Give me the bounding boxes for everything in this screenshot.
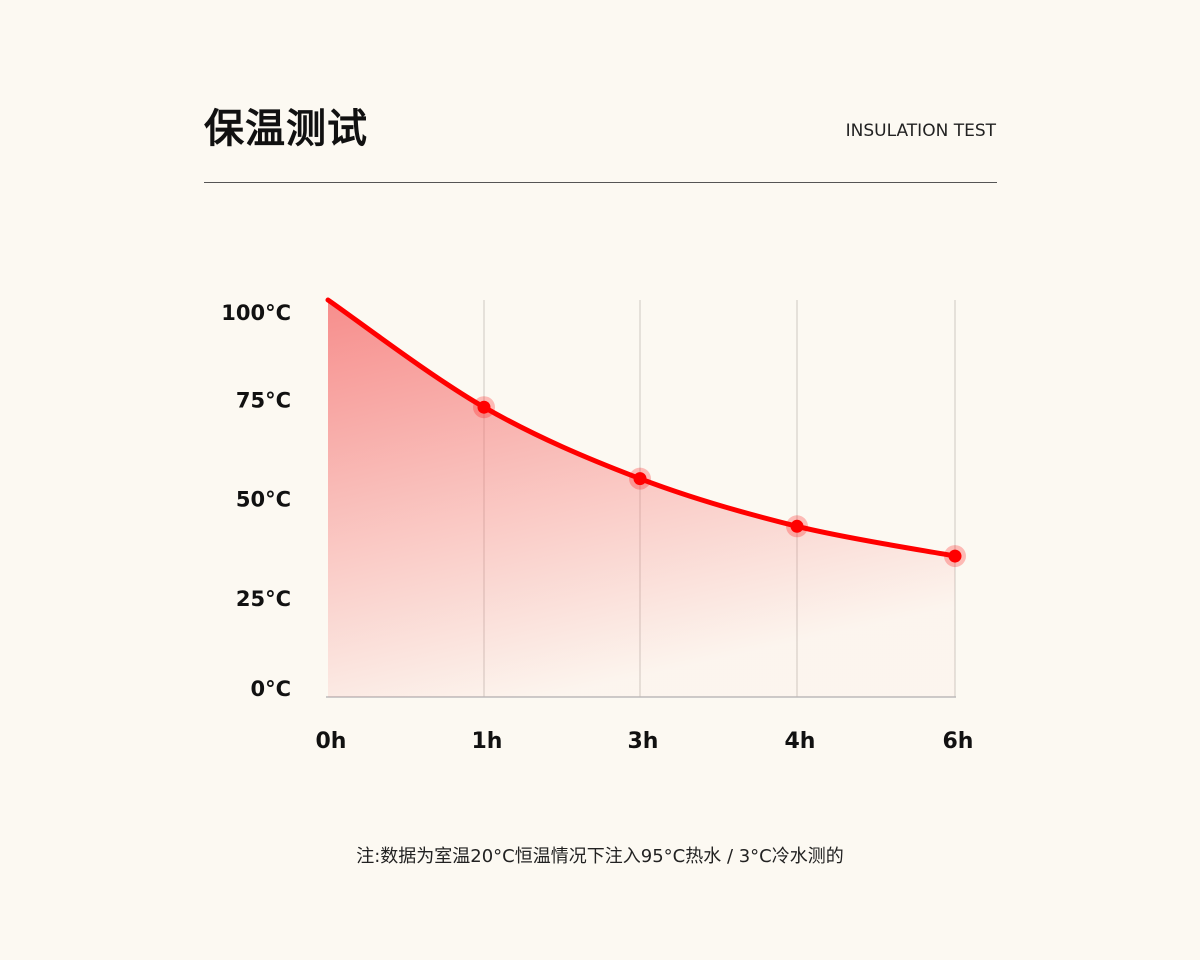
y-tick-label: 25°C bbox=[236, 587, 291, 611]
x-tick-label: 0h bbox=[316, 729, 347, 754]
x-tick-label: 3h bbox=[628, 729, 659, 754]
data-point bbox=[633, 472, 647, 486]
header-divider bbox=[204, 182, 997, 183]
x-tick-label: 4h bbox=[785, 729, 816, 754]
data-point bbox=[948, 549, 962, 563]
data-point bbox=[477, 400, 491, 414]
area-fill bbox=[328, 300, 955, 697]
page-subtitle: INSULATION TEST bbox=[845, 121, 996, 141]
x-tick-label: 1h bbox=[472, 729, 503, 754]
y-tick-label: 75°C bbox=[236, 388, 291, 412]
y-tick-label: 0°C bbox=[250, 677, 291, 701]
x-tick-label: 6h bbox=[943, 729, 974, 754]
footnote: 注:数据为室温20°C恒温情况下注入95°C热水 / 3°C冷水测的 bbox=[356, 846, 844, 867]
data-point bbox=[790, 519, 804, 533]
y-tick-label: 50°C bbox=[236, 488, 291, 512]
page-title: 保温测试 bbox=[204, 106, 368, 152]
y-tick-label: 100°C bbox=[221, 301, 291, 325]
